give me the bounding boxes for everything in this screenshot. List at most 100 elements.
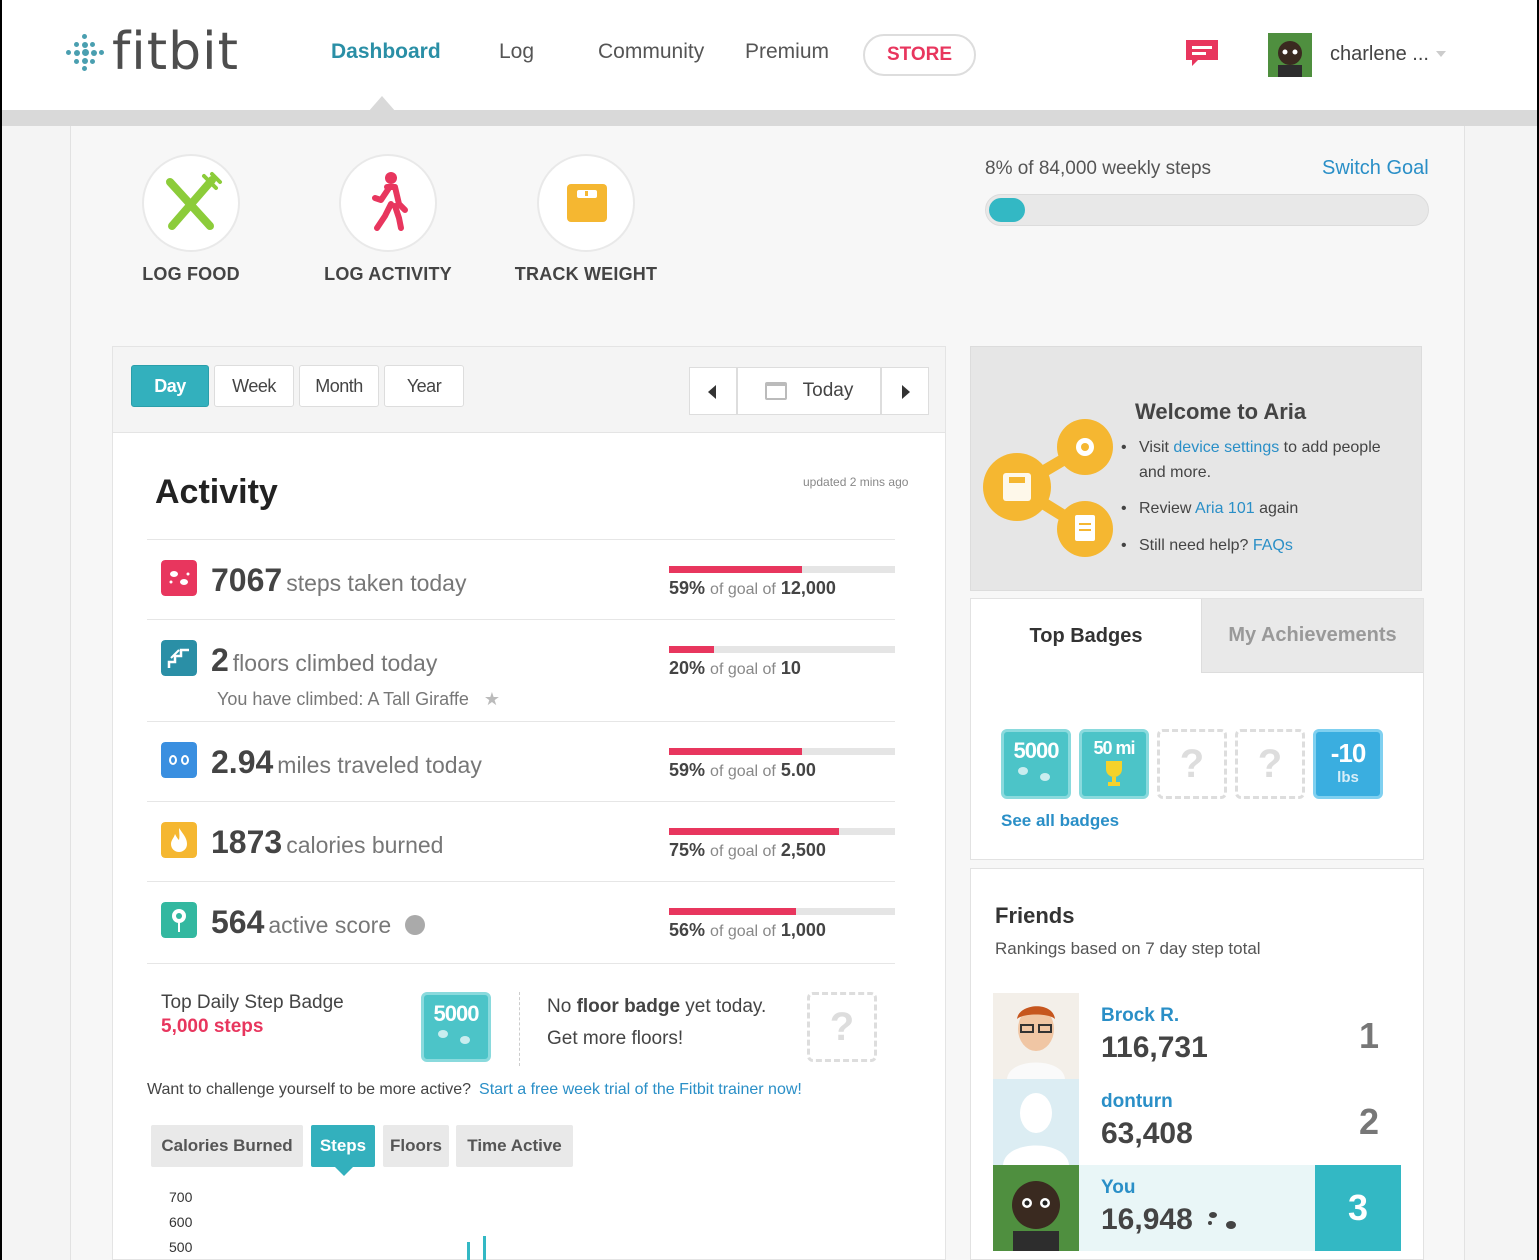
your-avatar[interactable] bbox=[993, 1165, 1079, 1251]
badge-placeholder-2: ? bbox=[1235, 729, 1305, 799]
badge-divider bbox=[519, 992, 520, 1066]
period-month-button[interactable]: Month bbox=[299, 365, 379, 407]
steps-bar[interactable] bbox=[467, 1242, 470, 1260]
y-tick-label: 600 bbox=[169, 1214, 193, 1230]
period-toolbar: Day Week Month Year Today bbox=[113, 347, 945, 433]
active-score-row[interactable]: 564 active score 56% of goal of 1,000 bbox=[147, 881, 895, 963]
friend-row[interactable]: donturn 63,408 2 bbox=[993, 1079, 1401, 1165]
tab-my-achievements[interactable]: My Achievements bbox=[1201, 599, 1423, 673]
floors-row[interactable]: 2 floors climbed today 20% of goal of 10 bbox=[147, 619, 895, 721]
date-label: Today bbox=[802, 380, 854, 401]
friend-name[interactable]: Brock R. bbox=[1101, 1005, 1180, 1026]
period-day-button[interactable]: Day bbox=[131, 365, 209, 407]
aria-101-link[interactable]: Aria 101 bbox=[1195, 500, 1255, 517]
store-button[interactable]: STORE bbox=[863, 34, 976, 76]
daily-badge-section: Top Daily Step Badge 5,000 steps 5000 No… bbox=[147, 963, 895, 1066]
chart-tab-calories[interactable]: Calories Burned bbox=[151, 1125, 303, 1167]
fitbit-logo[interactable]: fitbit bbox=[64, 26, 239, 78]
footsteps-icon bbox=[1018, 767, 1050, 781]
challenge-text: Want to challenge yourself to be more ac… bbox=[147, 1081, 802, 1098]
messages-icon[interactable] bbox=[1184, 38, 1220, 68]
top-header: fitbit Dashboard Log Community Premium S… bbox=[2, 0, 1537, 112]
log-activity-action[interactable]: LOG ACTIVITY bbox=[288, 154, 488, 285]
badge-5000-steps[interactable]: 5000 bbox=[1001, 729, 1071, 799]
device-settings-link[interactable]: device settings bbox=[1173, 439, 1280, 456]
fork-knife-icon bbox=[166, 172, 222, 230]
floor-badge-placeholder: ? bbox=[807, 992, 877, 1062]
weekly-progress-bar bbox=[985, 194, 1429, 226]
friend-rank: 1 bbox=[1358, 1015, 1379, 1056]
log-food-action[interactable]: LOG FOOD bbox=[91, 154, 291, 285]
friends-title: Friends bbox=[995, 903, 1075, 928]
star-icon[interactable]: ★ bbox=[483, 689, 500, 709]
nav-premium[interactable]: Premium bbox=[745, 40, 830, 63]
nav-log[interactable]: Log bbox=[499, 40, 535, 63]
your-rank: 3 bbox=[1315, 1165, 1401, 1251]
steps-bar[interactable] bbox=[483, 1235, 486, 1260]
period-year-button[interactable]: Year bbox=[384, 365, 464, 407]
calendar-icon bbox=[764, 382, 787, 400]
info-icon[interactable] bbox=[405, 914, 426, 935]
footsteps-icon bbox=[438, 1030, 470, 1044]
track-weight-circle bbox=[537, 154, 635, 252]
chart-tab-steps[interactable]: Steps bbox=[311, 1125, 375, 1167]
activity-card: Day Week Month Year Today Activity updat… bbox=[112, 346, 946, 1260]
friend-row-you[interactable]: You 16,948 3 bbox=[993, 1165, 1401, 1251]
floors-value: 2 floors climbed today bbox=[211, 642, 438, 678]
walker-icon bbox=[372, 172, 408, 231]
nav-community[interactable]: Community bbox=[598, 40, 705, 63]
badge-minus-10-lbs[interactable]: -10 lbs bbox=[1313, 729, 1383, 799]
y-tick-label: 500 bbox=[169, 1239, 193, 1255]
friend-name[interactable]: You bbox=[1101, 1177, 1136, 1198]
trainer-trial-link[interactable]: Start a free week trial of the Fitbit tr… bbox=[479, 1081, 802, 1098]
friend-name[interactable]: donturn bbox=[1101, 1091, 1173, 1112]
previous-day-button[interactable] bbox=[689, 367, 737, 415]
flame-icon bbox=[161, 822, 197, 858]
friend-avatar[interactable] bbox=[993, 993, 1079, 1079]
calories-row[interactable]: 1873 calories burned 75% of goal of 2,500 bbox=[147, 801, 895, 881]
friend-row[interactable]: Brock R. 116,731 1 bbox=[993, 993, 1401, 1079]
brand-name: fitbit bbox=[112, 22, 239, 82]
log-food-label: LOG FOOD bbox=[142, 264, 240, 284]
period-week-button[interactable]: Week bbox=[214, 365, 294, 407]
distance-goal-bar bbox=[669, 748, 895, 755]
aria-item-review: Review Aria 101 again bbox=[1121, 496, 1409, 521]
get-more-floors-text: Get more floors! bbox=[547, 1028, 684, 1049]
daily-step-badge[interactable]: 5000 bbox=[421, 992, 491, 1062]
track-weight-action[interactable]: TRACK WEIGHT bbox=[486, 154, 686, 285]
friends-subtitle: Rankings based on 7 day step total bbox=[995, 939, 1261, 958]
badge-50-miles[interactable]: 50 mi bbox=[1079, 729, 1149, 799]
see-all-badges-link[interactable]: See all badges bbox=[1001, 811, 1120, 830]
nav-active-caret bbox=[368, 96, 396, 112]
user-menu-caret-icon[interactable] bbox=[1436, 51, 1446, 57]
distance-value: 2.94 miles traveled today bbox=[211, 744, 482, 780]
aria-item-help: Still need help? FAQs bbox=[1121, 533, 1409, 558]
scale-icon bbox=[567, 184, 607, 222]
switch-goal-link[interactable]: Switch Goal bbox=[1322, 157, 1429, 179]
active-tab-caret bbox=[335, 1167, 353, 1176]
weekly-steps-text: 8% of 84,000 weekly steps bbox=[985, 158, 1212, 179]
faqs-link[interactable]: FAQs bbox=[1252, 537, 1293, 554]
friend-avatar[interactable] bbox=[993, 1079, 1079, 1165]
stairs-icon bbox=[161, 640, 197, 676]
aria-title: Welcome to Aria bbox=[1135, 399, 1307, 424]
footsteps-icon bbox=[1208, 1212, 1237, 1230]
aria-network-icon bbox=[983, 419, 1113, 557]
chart-tab-floors[interactable]: Floors bbox=[383, 1125, 449, 1167]
climbed-achievement: You have climbed: A Tall Giraffe ★ bbox=[217, 689, 500, 709]
tab-top-badges[interactable]: Top Badges bbox=[971, 599, 1201, 673]
updated-timestamp: updated 2 mins ago bbox=[803, 475, 909, 489]
date-picker-button[interactable]: Today bbox=[737, 367, 881, 415]
calories-value: 1873 calories burned bbox=[211, 824, 444, 860]
steps-goal-bar bbox=[669, 566, 895, 573]
next-day-button[interactable] bbox=[881, 367, 929, 415]
aria-item-settings: Visit device settings to add people and … bbox=[1121, 435, 1409, 485]
user-avatar[interactable] bbox=[1268, 33, 1312, 77]
chart-tab-time-active[interactable]: Time Active bbox=[456, 1125, 573, 1167]
steps-row[interactable]: 7067 steps taken today 59% of goal of 12,… bbox=[147, 539, 895, 619]
steps-icon bbox=[161, 560, 197, 596]
distance-row[interactable]: 2.94 miles traveled today 59% of goal of … bbox=[147, 721, 895, 801]
nav-dashboard[interactable]: Dashboard bbox=[331, 40, 441, 63]
user-name[interactable]: charlene ... bbox=[1330, 43, 1429, 65]
